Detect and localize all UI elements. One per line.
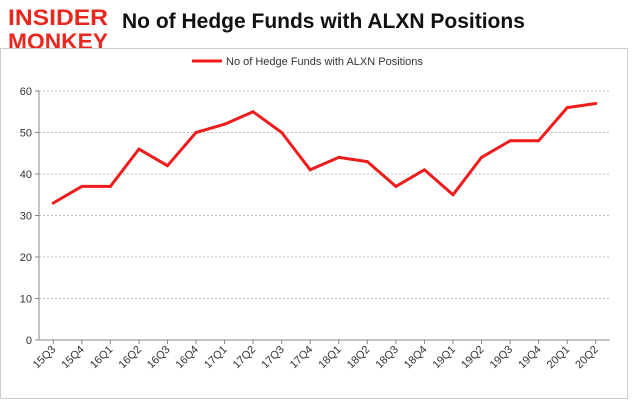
y-tick-label: 0 [26, 335, 32, 347]
data-point [108, 184, 112, 188]
gridlines [39, 90, 610, 299]
data-point [223, 122, 227, 126]
y-tick-label: 30 [20, 211, 32, 223]
data-point [80, 184, 84, 188]
chart-title: No of Hedge Funds with ALXN Positions [122, 10, 525, 33]
y-tick-label: 50 [20, 128, 32, 140]
data-point [422, 168, 426, 172]
series-lines [51, 101, 598, 205]
insider-monkey-logo: INSIDER MONKEY [6, 4, 114, 54]
data-point [51, 201, 55, 205]
y-tick-label: 60 [20, 86, 32, 98]
y-tick-label: 40 [20, 169, 32, 181]
data-point [394, 184, 398, 188]
y-tick-labels: 0 10 20 30 40 50 60 [20, 86, 32, 347]
legend-label: No of Hedge Funds with ALXN Positions [226, 56, 423, 68]
data-point [137, 147, 141, 151]
axes [35, 90, 610, 344]
data-point [537, 139, 541, 143]
data-point [451, 193, 455, 197]
y-tick-label: 10 [20, 294, 32, 306]
data-point [251, 110, 255, 114]
data-point [337, 155, 341, 159]
chart-panel: 0 10 20 30 40 50 60 15Q3 15Q4 16Q1 16Q2 16Q3 16Q4 17… [0, 48, 630, 400]
data-point [280, 131, 284, 134]
data-point [165, 164, 169, 168]
data-point [594, 101, 598, 105]
data-point [480, 155, 484, 159]
logo-text-insider: INSIDER [8, 5, 108, 30]
data-point [308, 168, 312, 172]
series-line [51, 102, 598, 205]
y-tick-label: 20 [20, 252, 32, 264]
legend: No of Hedge Funds with ALXN Positions [192, 56, 423, 68]
data-point [365, 160, 369, 164]
data-point [194, 131, 198, 134]
data-point [565, 106, 569, 110]
data-point [508, 139, 512, 143]
